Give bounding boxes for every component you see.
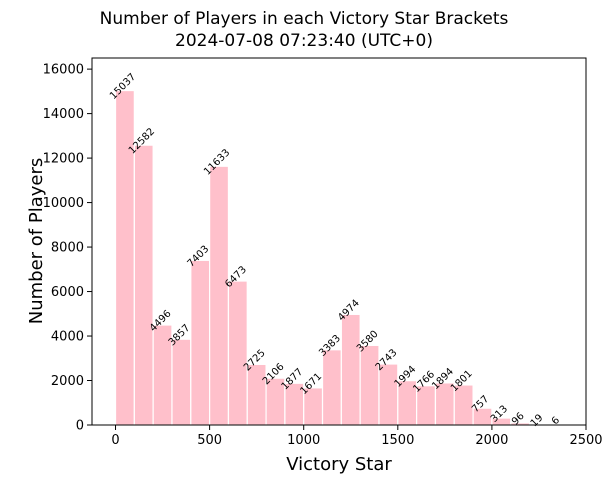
bar-400 — [190, 259, 211, 426]
bar-1100 — [321, 349, 342, 426]
bar-1200 — [340, 313, 361, 426]
bar-value-label: 19 — [529, 412, 546, 429]
bar-500 — [209, 165, 230, 426]
x-tick-label: 2500 — [569, 433, 602, 448]
x-tick-label: 500 — [197, 433, 222, 448]
x-axis: 0 500 1000 1500 2000 2500 — [111, 425, 603, 448]
x-tick-label: 2000 — [475, 433, 508, 448]
x-tick-label: 1000 — [287, 433, 320, 448]
bar-700 — [246, 363, 267, 426]
y-tick-label: 10000 — [43, 196, 84, 211]
y-tick-label: 6000 — [51, 285, 84, 300]
y-tick-label: 8000 — [51, 241, 84, 256]
y-tick-label: 14000 — [43, 107, 84, 122]
bar-300 — [171, 338, 192, 426]
x-tick-label: 0 — [111, 433, 119, 448]
chart-title: Number of Players in each Victory Star B… — [99, 9, 509, 29]
x-tick-label: 1500 — [381, 433, 414, 448]
y-tick-label: 12000 — [43, 152, 84, 167]
plot-frame — [91, 57, 587, 426]
bars-layer — [114, 89, 568, 426]
bar-1300 — [359, 344, 380, 426]
y-axis: 0 2000 4000 6000 8000 10000 12000 14000 16000 — [43, 63, 92, 434]
x-axis-label: Victory Star — [286, 454, 392, 475]
y-tick-label: 0 — [76, 419, 84, 434]
y-axis-label: Number of Players — [26, 158, 47, 325]
y-tick-label: 16000 — [43, 63, 84, 78]
bar-100 — [133, 144, 154, 426]
y-tick-label: 2000 — [51, 374, 84, 389]
chart-subtitle: 2024-07-08 07:23:40 (UTC+0) — [175, 31, 433, 51]
bar-1400 — [378, 363, 399, 426]
bar-0 — [114, 89, 135, 426]
bar-600 — [227, 280, 248, 426]
y-tick-label: 4000 — [51, 330, 84, 345]
